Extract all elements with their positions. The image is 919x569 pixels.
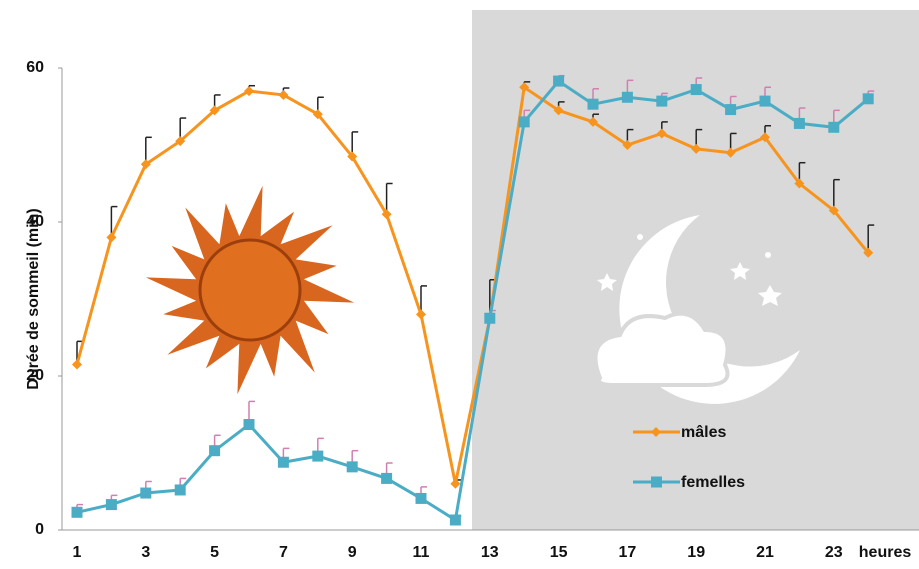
marker: [725, 104, 736, 115]
y-tick-label: 20: [26, 367, 44, 384]
marker: [416, 493, 427, 504]
marker: [175, 484, 186, 495]
x-tick-label: 23: [825, 544, 843, 561]
x-tick-label: 13: [481, 544, 499, 561]
marker: [209, 445, 220, 456]
marker: [416, 309, 426, 319]
marker: [484, 313, 495, 324]
sun-core: [200, 240, 300, 340]
marker: [691, 84, 702, 95]
x-tick-label: 9: [348, 544, 357, 561]
legend-label: mâles: [681, 424, 726, 441]
marker: [828, 122, 839, 133]
marker: [794, 118, 805, 129]
marker: [863, 93, 874, 104]
marker: [656, 96, 667, 107]
sun-icon: [146, 186, 354, 394]
marker: [72, 359, 82, 369]
marker: [760, 96, 771, 107]
marker: [347, 461, 358, 472]
marker: [450, 514, 461, 525]
x-axis-label: heures: [859, 544, 912, 561]
marker: [381, 473, 392, 484]
marker: [519, 116, 530, 127]
x-tick-label: 7: [279, 544, 288, 561]
marker: [140, 488, 151, 499]
y-axis-label: Durée de sommeil (min): [25, 208, 42, 389]
marker: [72, 507, 83, 518]
marker: [312, 451, 323, 462]
chart: Durée de sommeil (min) heures 0204060135…: [0, 0, 919, 564]
legend-marker: [651, 477, 662, 488]
marker: [278, 457, 289, 468]
y-tick-label: 0: [35, 521, 44, 538]
y-tick-label: 60: [26, 59, 44, 76]
marker: [588, 99, 599, 110]
marker: [106, 232, 116, 242]
x-tick-label: 17: [619, 544, 637, 561]
x-tick-label: 21: [756, 544, 774, 561]
x-tick-label: 11: [413, 544, 430, 561]
marker: [106, 499, 117, 510]
x-tick-label: 15: [550, 544, 568, 561]
x-tick-label: 1: [73, 544, 82, 561]
x-tick-label: 5: [210, 544, 219, 561]
y-tick-label: 40: [26, 213, 44, 230]
marker: [244, 419, 255, 430]
marker: [622, 92, 633, 103]
page: {"chart_data": {"type": "line", "y_label…: [0, 0, 919, 569]
marker: [553, 76, 564, 87]
x-tick-label: 19: [687, 544, 705, 561]
x-tick-label: 3: [141, 544, 150, 561]
legend-label: femelles: [681, 474, 745, 491]
